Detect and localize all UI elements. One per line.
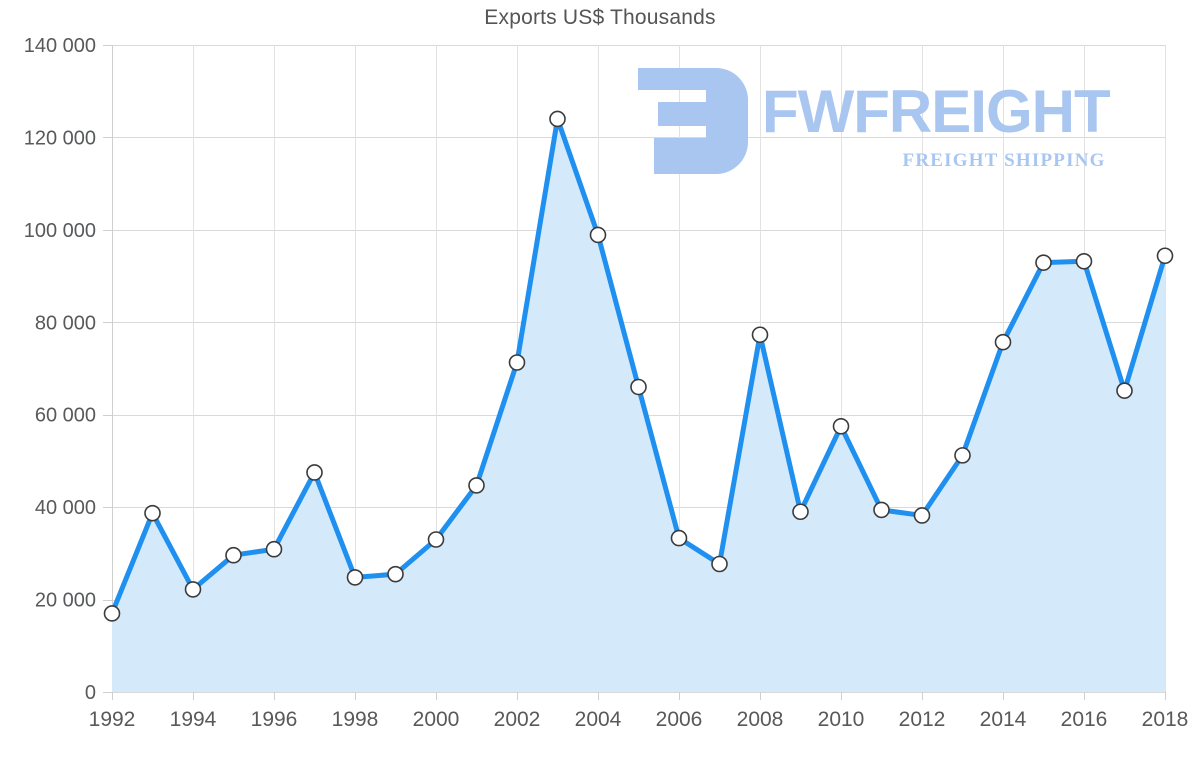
x-axis-tick-labels: 1992 1994 1996 1998 2000 2002 2004 2006 2008 2010… — [89, 708, 1189, 731]
x-tick-label: 1992 — [89, 708, 136, 731]
y-axis-tick-labels: 0 20 000 40 000 60 000 80 000 100 000 120 000 1… — [24, 35, 96, 704]
x-tick-label: 2018 — [1142, 708, 1189, 731]
x-tick-label: 2016 — [1061, 708, 1108, 731]
x-tick-label: 2008 — [737, 708, 784, 731]
chart-title: Exports US$ Thousands — [484, 6, 716, 29]
y-tick-label: 140 000 — [24, 35, 96, 57]
x-tick-label: 2002 — [494, 708, 541, 731]
y-tick-label: 80 000 — [35, 312, 96, 334]
y-tick-label: 0 — [85, 682, 96, 704]
y-tick-label: 120 000 — [24, 127, 96, 149]
x-tick-label: 2000 — [413, 708, 460, 731]
y-tick-label: 60 000 — [35, 405, 96, 427]
y-tick-label: 40 000 — [35, 497, 96, 519]
x-tick-label: 2006 — [656, 708, 703, 731]
x-tick-label: 1994 — [170, 708, 217, 731]
x-tick-label: 2012 — [899, 708, 946, 731]
data-series — [103, 110, 1174, 692]
x-tick-label: 2004 — [575, 708, 622, 731]
x-tick-label: 1996 — [251, 708, 298, 731]
x-tick-label: 1998 — [332, 708, 379, 731]
x-tick-label: 2010 — [818, 708, 865, 731]
y-tick-label: 100 000 — [24, 220, 96, 242]
x-tick-label: 2014 — [980, 708, 1027, 731]
y-tick-label: 20 000 — [35, 590, 96, 612]
